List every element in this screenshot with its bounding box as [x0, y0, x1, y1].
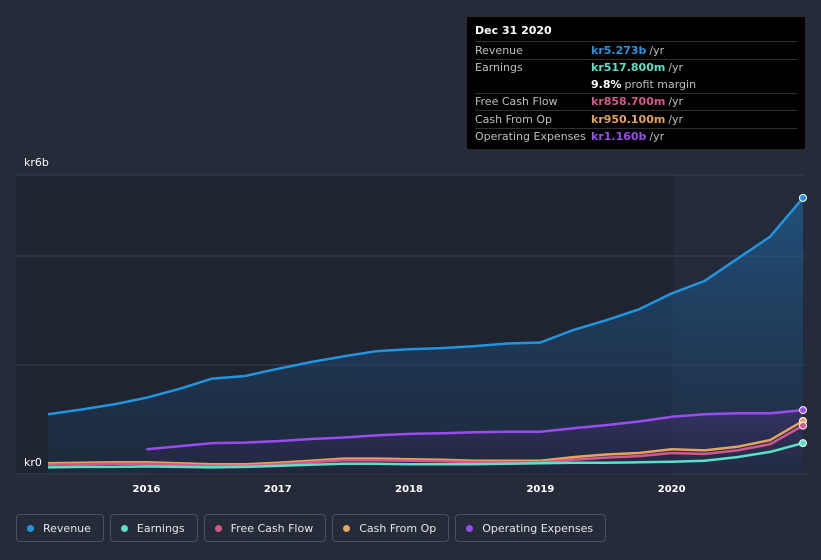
- tooltip-row-unit: /yr: [649, 130, 665, 144]
- tooltip-row-unit: profit margin: [624, 77, 697, 91]
- revenue-end-dot: [799, 193, 807, 202]
- tooltip-row-value: kr5.273b: [591, 43, 647, 57]
- legend-label: Free Cash Flow: [230, 521, 314, 535]
- revenue-area: [48, 197, 803, 475]
- legend-dot-icon: [466, 524, 474, 532]
- earnings-end-dot: [799, 439, 807, 448]
- tooltip-row: Operating Expenses kr1.160b/yr: [475, 127, 797, 146]
- y-bottom-label: kr0: [24, 456, 42, 469]
- legend-item-cash-from-op[interactable]: Cash From Op: [332, 514, 450, 542]
- tooltip-row-unit: /yr: [649, 43, 665, 57]
- tooltip-row-value: kr517.800m: [591, 61, 666, 75]
- tooltip-row-value: kr1.160b: [591, 130, 647, 144]
- tooltip-row: Earnings kr517.800m/yr: [475, 58, 797, 77]
- free-cash-flow-line: [47, 424, 804, 468]
- y-top-label: kr6b: [24, 156, 49, 169]
- tooltip: Dec 31 2020 Revenue kr5.273b/yr Earnings kr…: [466, 16, 806, 150]
- legend-label: Operating Expenses: [482, 521, 594, 535]
- x-tick-label: 2017: [264, 484, 292, 495]
- tooltip-row: Revenue kr5.273b/yr: [475, 41, 797, 59]
- tooltip-row-value: kr858.700m: [591, 95, 666, 109]
- revenue-line: [47, 197, 804, 416]
- legend-label: Cash From Op: [359, 521, 437, 535]
- free-cash-flow-end-dot: [799, 421, 807, 430]
- legend: Revenue Earnings Free Cash Flow Cash From O…: [16, 514, 607, 542]
- tooltip-row: 9.8% profit margin: [475, 76, 797, 93]
- tooltip-row-unit: /yr: [668, 112, 684, 126]
- legend-dot-icon: [120, 524, 128, 532]
- x-tick-label: 2019: [526, 484, 554, 495]
- tooltip-row-label: Cash From Op: [475, 112, 553, 126]
- legend-dot-icon: [214, 524, 222, 532]
- operating-expenses-end-dot: [799, 406, 807, 415]
- legend-item-operating-expenses[interactable]: Operating Expenses: [455, 514, 607, 542]
- operating-expenses-area: [146, 410, 803, 475]
- tooltip-row-label: Earnings: [475, 61, 523, 75]
- x-tick-label: 2018: [395, 484, 423, 495]
- legend-dot-icon: [343, 524, 351, 532]
- tooltip-row-value: 9.8%: [591, 77, 622, 91]
- legend-label: Revenue: [43, 521, 91, 535]
- tooltip-row: Cash From Op kr950.100m/yr: [475, 110, 797, 128]
- tooltip-row-label: Revenue: [475, 43, 523, 57]
- tooltip-row-label: Operating Expenses: [475, 130, 586, 144]
- legend-item-revenue[interactable]: Revenue: [16, 514, 104, 542]
- chart-area: 2016 2017 2018 2019 2020 kr6b kr0: [16, 156, 807, 495]
- tooltip-row-unit: /yr: [668, 95, 684, 109]
- tooltip-row-label: Free Cash Flow: [475, 95, 558, 109]
- x-tick-label: 2016: [133, 484, 161, 495]
- x-tick-label: 2020: [658, 484, 686, 495]
- legend-dot-icon: [27, 524, 34, 532]
- tooltip-row: Free Cash Flow kr858.700m/yr: [475, 92, 797, 111]
- tooltip-date: Dec 31 2020: [475, 24, 552, 37]
- tooltip-row-unit: /yr: [668, 61, 684, 75]
- legend-item-earnings[interactable]: Earnings: [109, 514, 198, 542]
- legend-item-free-cash-flow[interactable]: Free Cash Flow: [203, 514, 327, 542]
- earnings-line: [47, 441, 804, 469]
- operating-expenses-line: [146, 408, 804, 451]
- legend-label: Earnings: [136, 521, 185, 535]
- cash-from-op-line: [47, 419, 804, 466]
- tooltip-row-value: kr950.100m: [591, 112, 666, 126]
